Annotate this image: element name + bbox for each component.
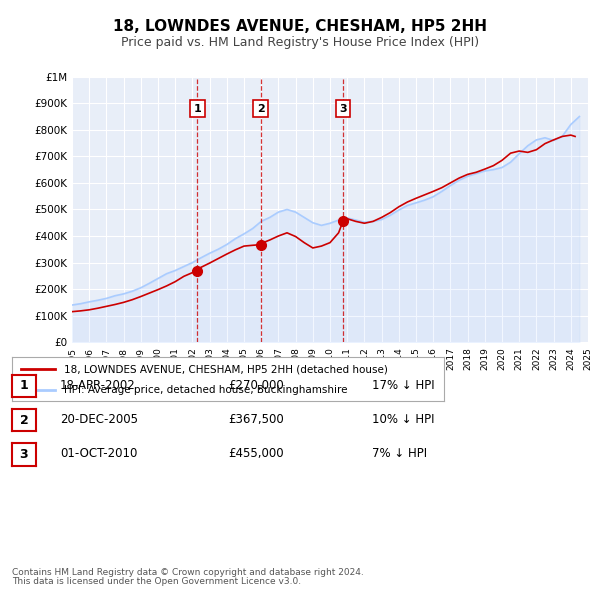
Text: This data is licensed under the Open Government Licence v3.0.: This data is licensed under the Open Gov… <box>12 577 301 586</box>
Text: 2: 2 <box>257 104 265 113</box>
Text: 18, LOWNDES AVENUE, CHESHAM, HP5 2HH (detached house): 18, LOWNDES AVENUE, CHESHAM, HP5 2HH (de… <box>64 365 388 374</box>
Text: £270,000: £270,000 <box>228 379 284 392</box>
Text: Contains HM Land Registry data © Crown copyright and database right 2024.: Contains HM Land Registry data © Crown c… <box>12 568 364 577</box>
Text: Price paid vs. HM Land Registry's House Price Index (HPI): Price paid vs. HM Land Registry's House … <box>121 36 479 49</box>
Text: 1: 1 <box>194 104 201 113</box>
Text: 1: 1 <box>20 379 28 392</box>
Text: HPI: Average price, detached house, Buckinghamshire: HPI: Average price, detached house, Buck… <box>64 385 347 395</box>
Text: 18-APR-2002: 18-APR-2002 <box>60 379 136 392</box>
Text: 10% ↓ HPI: 10% ↓ HPI <box>372 413 434 426</box>
Text: 3: 3 <box>20 448 28 461</box>
Text: 01-OCT-2010: 01-OCT-2010 <box>60 447 137 460</box>
Text: 17% ↓ HPI: 17% ↓ HPI <box>372 379 434 392</box>
Text: £455,000: £455,000 <box>228 447 284 460</box>
Text: 7% ↓ HPI: 7% ↓ HPI <box>372 447 427 460</box>
Text: 18, LOWNDES AVENUE, CHESHAM, HP5 2HH: 18, LOWNDES AVENUE, CHESHAM, HP5 2HH <box>113 19 487 34</box>
Text: 3: 3 <box>339 104 347 113</box>
Text: 20-DEC-2005: 20-DEC-2005 <box>60 413 138 426</box>
Text: £367,500: £367,500 <box>228 413 284 426</box>
Text: 2: 2 <box>20 414 28 427</box>
